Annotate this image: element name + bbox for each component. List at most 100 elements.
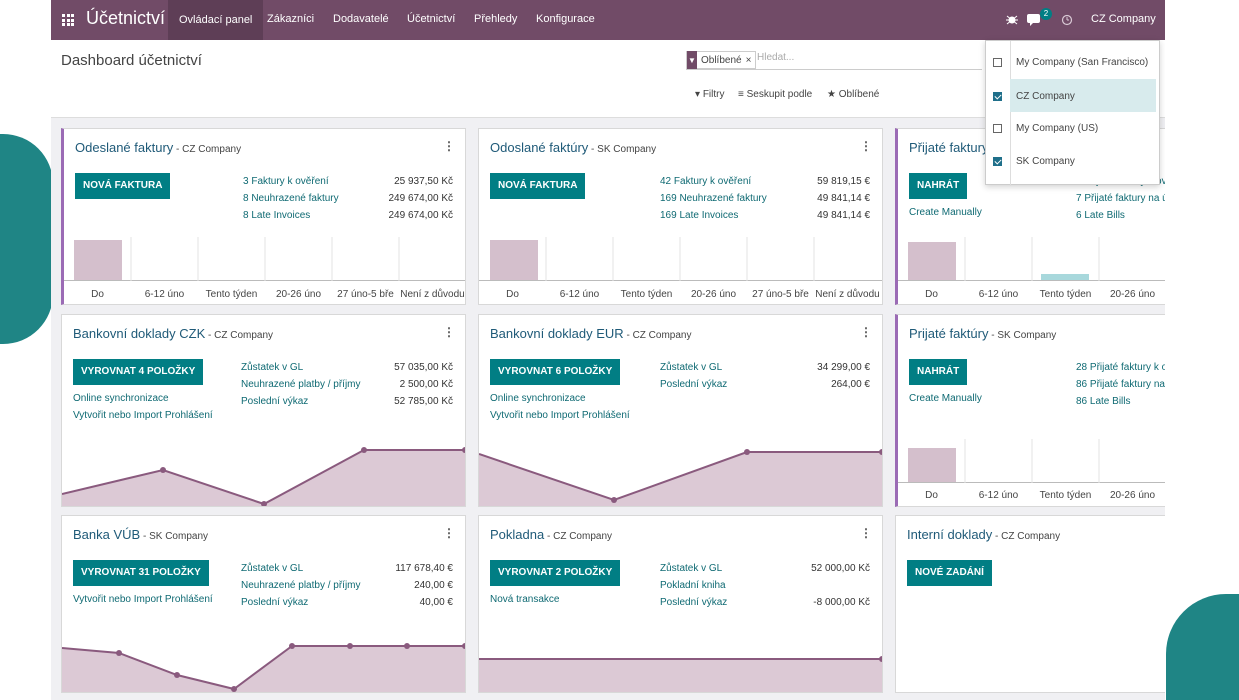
kebab-menu-icon[interactable]: ⋮ [443,325,455,339]
invoices-to-verify-link[interactable]: 3 Faktury k ověření [243,176,329,187]
invoices-to-verify-link[interactable]: 42 Faktury k ověření [660,176,752,187]
favorites-button[interactable]: ★ Oblíbené [827,89,880,100]
reconcile-button[interactable]: VYROVNAT 31 POLOŽKY [73,560,209,586]
invoices-to-verify-amount: 59 819,15 € [817,176,870,187]
company-switcher-toggle[interactable]: CZ Company [1091,13,1156,25]
bar-overdue[interactable] [908,448,956,482]
bar-overdue[interactable] [74,240,122,280]
debug-bug-icon[interactable] [1006,0,1020,40]
last-statement-label[interactable]: Poslední výkaz [660,597,728,608]
outstanding-payments-label[interactable]: Neuhrazené platby / příjmy [241,379,361,390]
upload-button[interactable]: NAHRÁT [909,359,968,385]
bar-overdue[interactable] [908,242,956,280]
kebab-menu-icon[interactable]: ⋮ [860,139,872,153]
company-item[interactable]: SK Company [986,145,1161,178]
gl-balance-label[interactable]: Zůstatek v GL [660,563,723,574]
import-statement-link[interactable]: Vytvořit nebo Import Prohlášení [73,594,213,605]
card-title[interactable]: Prijaté faktúry - SK Company [909,326,1057,341]
kebab-menu-icon[interactable]: ⋮ [860,325,872,339]
aging-bar-chart [64,237,465,281]
last-statement-label[interactable]: Poslední výkaz [241,597,309,608]
late-bills-link[interactable]: 86 Late Bills [1076,396,1131,407]
last-statement-label[interactable]: Poslední výkaz [660,379,728,390]
import-statement-link[interactable]: Vytvořit nebo Import Prohlášení [73,410,213,421]
gl-balance-label[interactable]: Zůstatek v GL [241,362,304,373]
kebab-menu-icon[interactable]: ⋮ [860,526,872,540]
checkbox-icon[interactable] [993,58,1002,67]
create-manually-link[interactable]: Create Manually [909,207,982,218]
card-title[interactable]: Interní doklady - CZ Company [907,527,1061,542]
unpaid-bills-link[interactable]: 86 Přijaté faktury na [1076,379,1165,390]
company-label[interactable]: SK Company [1016,156,1075,167]
facet-remove-icon[interactable]: × [745,54,752,66]
cash-book-link[interactable]: Pokladní kniha [660,580,726,591]
card-title[interactable]: Odeslané faktury - CZ Company [75,140,242,155]
search-input[interactable] [757,52,977,63]
company-label[interactable]: CZ Company [1016,91,1075,102]
card-title[interactable]: Bankovní doklady EUR - CZ Company [490,326,692,341]
new-invoice-button[interactable]: NOVÁ FAKTURA [75,173,171,199]
nav-customers[interactable]: Zákazníci [267,13,315,25]
page-title: Dashboard účetnictví [61,52,202,69]
decor-shape-right [1166,594,1239,700]
apps-menu-icon[interactable] [62,14,74,26]
unpaid-invoices-link[interactable]: 8 Neuhrazené faktury [243,193,339,204]
checkbox-icon[interactable] [993,124,1002,133]
nav-vendors[interactable]: Dodavatelé [333,13,389,25]
kebab-menu-icon[interactable]: ⋮ [443,139,455,153]
card-title[interactable]: Bankovní doklady CZK - CZ Company [73,326,274,341]
bills-to-verify-link[interactable]: 28 Přijaté faktury k o [1076,362,1165,373]
invoices-to-verify-amount: 25 937,50 Kč [394,176,453,187]
new-invoice-button[interactable]: NOVÁ FAKTURA [490,173,586,199]
bar-chart-axis: Do 6-12 úno Tento týden 20-26 úno [898,490,1165,506]
group-by-button[interactable]: ≡ Seskupit podle [738,89,813,100]
company-label[interactable]: My Company (San Francisco) [1016,57,1149,68]
online-sync-link[interactable]: Online synchronizace [490,393,586,404]
new-entry-button[interactable]: NOVÉ ZADÁNÍ [907,560,992,586]
company-item[interactable]: My Company (US) [986,112,1161,145]
company-item[interactable] [1010,79,1156,112]
gl-balance-amount: 52 000,00 Kč [811,563,870,574]
late-invoices-link[interactable]: 169 Late Invoices [660,210,739,221]
new-transaction-link[interactable]: Nová transakce [490,594,560,605]
last-statement-label[interactable]: Poslední výkaz [241,396,309,407]
reconcile-button[interactable]: VYROVNAT 6 POLOŽKY [490,359,621,385]
create-manually-link[interactable]: Create Manually [909,393,982,404]
card-title[interactable]: Přijaté faktury [909,140,989,155]
card-title[interactable]: Odoslané faktúry - SK Company [490,140,657,155]
kebab-menu-icon[interactable]: ⋮ [443,526,455,540]
nav-accounting[interactable]: Účetnictví [407,13,456,25]
filters-button[interactable]: ▾ Filtry [695,89,725,100]
card-title[interactable]: Pokladna - CZ Company [490,527,613,542]
late-invoices-link[interactable]: 8 Late Invoices [243,210,311,221]
outstanding-payments-label[interactable]: Neuhrazené platby / příjmy [241,580,361,591]
axis-label: Do [925,289,938,300]
gl-balance-label[interactable]: Zůstatek v GL [241,563,304,574]
bar-overdue[interactable] [490,240,538,280]
checkbox-checked-icon[interactable] [993,92,1002,101]
gl-balance-label[interactable]: Zůstatek v GL [660,362,723,373]
import-statement-link[interactable]: Vytvořit nebo Import Prohlášení [490,410,630,421]
unpaid-invoices-amount: 249 674,00 Kč [388,193,454,204]
axis-label: Do [925,490,938,501]
reconcile-button[interactable]: VYROVNAT 2 POLOŽKY [490,560,621,586]
axis-label: 6-12 úno [978,490,1019,501]
chat-bubbles-icon[interactable] [1027,0,1043,40]
app-brand[interactable]: Účetnictví [86,8,166,28]
balance-line-chart [62,447,465,506]
nav-reporting[interactable]: Přehledy [474,13,518,25]
unpaid-bills-link[interactable]: 7 Přijaté faktury na ú [1076,193,1165,204]
nav-configuration[interactable]: Konfigurace [536,13,595,25]
company-label[interactable]: My Company (US) [1016,123,1099,134]
reconcile-button[interactable]: VYROVNAT 4 POLOŽKY [73,359,204,385]
activity-clock-icon[interactable] [1061,0,1073,40]
company-item[interactable]: My Company (San Francisco) [986,46,1161,79]
card-title[interactable]: Banka VÚB - SK Company [73,527,209,542]
upload-button[interactable]: NAHRÁT [909,173,968,199]
online-sync-link[interactable]: Online synchronizace [73,393,169,404]
late-bills-link[interactable]: 6 Late Bills [1076,210,1125,221]
nav-dashboard[interactable]: Ovládací panel [168,0,264,40]
checkbox-checked-icon[interactable] [993,157,1002,166]
bar-this-week[interactable] [1041,274,1089,280]
unpaid-invoices-link[interactable]: 169 Neuhrazené faktury [660,193,767,204]
